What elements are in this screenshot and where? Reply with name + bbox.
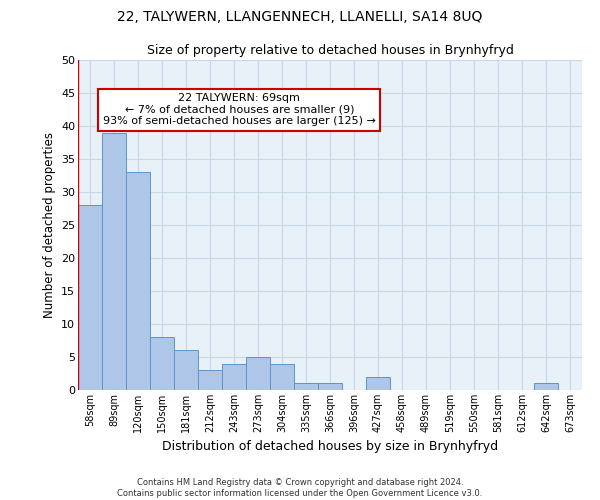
Text: Contains HM Land Registry data © Crown copyright and database right 2024.
Contai: Contains HM Land Registry data © Crown c… [118,478,482,498]
Bar [126,172,150,390]
Bar [294,384,318,390]
X-axis label: Distribution of detached houses by size in Brynhyfryd: Distribution of detached houses by size … [162,440,498,454]
Bar [246,357,270,390]
Bar [222,364,246,390]
Bar [102,132,126,390]
Text: 22, TALYWERN, LLANGENNECH, LLANELLI, SA14 8UQ: 22, TALYWERN, LLANGENNECH, LLANELLI, SA1… [118,10,482,24]
Bar [318,384,342,390]
Bar [78,205,102,390]
Text: 22 TALYWERN: 69sqm
← 7% of detached houses are smaller (9)
93% of semi-detached : 22 TALYWERN: 69sqm ← 7% of detached hous… [103,93,376,126]
Bar [174,350,198,390]
Bar [366,377,390,390]
Bar [534,384,558,390]
Bar [270,364,294,390]
Title: Size of property relative to detached houses in Brynhyfryd: Size of property relative to detached ho… [146,44,514,58]
Bar [198,370,222,390]
Bar [150,337,174,390]
Y-axis label: Number of detached properties: Number of detached properties [43,132,56,318]
